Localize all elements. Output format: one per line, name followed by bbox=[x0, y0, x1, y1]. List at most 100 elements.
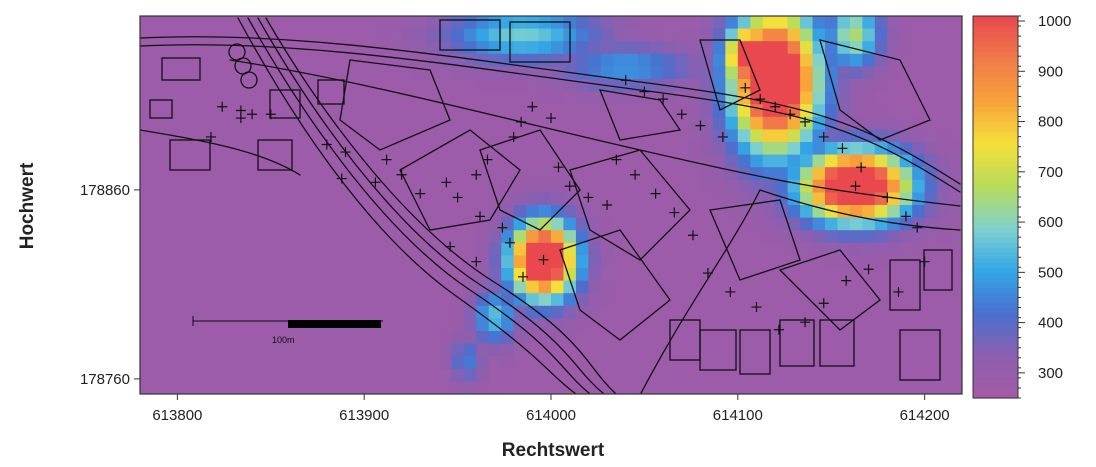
heat-cell bbox=[152, 280, 166, 294]
heat-cell bbox=[389, 91, 403, 105]
heat-cell bbox=[252, 192, 266, 206]
heat-cell bbox=[638, 331, 652, 345]
heat-cell bbox=[600, 66, 614, 80]
heat-cell bbox=[351, 242, 365, 256]
heat-cell bbox=[227, 179, 241, 193]
heat-cell bbox=[849, 66, 863, 80]
heat-cell bbox=[339, 356, 353, 370]
heat-cell bbox=[949, 28, 962, 42]
heat-cell bbox=[488, 154, 502, 168]
heat-cell bbox=[463, 192, 477, 206]
heat-cell bbox=[301, 53, 315, 67]
heat-cell bbox=[787, 305, 801, 319]
heat-cell bbox=[700, 280, 714, 294]
heat-cell bbox=[700, 331, 714, 345]
heat-cell bbox=[389, 318, 403, 332]
colorbar-segment bbox=[973, 36, 1018, 42]
heat-cell bbox=[227, 293, 241, 307]
colorbar-segment bbox=[973, 347, 1018, 354]
heat-cell bbox=[152, 66, 166, 80]
heat-cell bbox=[526, 230, 540, 244]
heat-cell bbox=[862, 255, 876, 269]
heat-cell bbox=[551, 192, 565, 206]
heat-cell bbox=[389, 230, 403, 244]
heat-cell bbox=[314, 154, 328, 168]
heat-cell bbox=[675, 154, 689, 168]
heat-cell bbox=[314, 368, 328, 382]
heat-cell bbox=[663, 28, 677, 42]
heat-cell bbox=[326, 293, 340, 307]
heat-cell bbox=[501, 179, 515, 193]
heat-cell bbox=[501, 356, 515, 370]
heat-cell bbox=[775, 91, 789, 105]
heat-cell bbox=[326, 255, 340, 269]
heat-cell bbox=[949, 230, 962, 244]
heat-cell bbox=[812, 242, 826, 256]
heat-cell bbox=[737, 41, 751, 55]
heat-cell bbox=[874, 217, 888, 231]
heat-cell bbox=[164, 179, 178, 193]
heat-cell bbox=[862, 217, 876, 231]
heat-cell bbox=[737, 28, 751, 42]
heat-cell bbox=[775, 356, 789, 370]
heat-cell bbox=[202, 79, 216, 93]
heat-cell bbox=[289, 192, 303, 206]
heat-cell bbox=[588, 293, 602, 307]
heat-cell bbox=[289, 104, 303, 118]
heat-cell bbox=[712, 331, 726, 345]
heat-cell bbox=[451, 16, 465, 30]
heat-cell bbox=[277, 192, 291, 206]
heat-cell bbox=[588, 305, 602, 319]
heat-cell bbox=[775, 41, 789, 55]
heat-cell bbox=[326, 167, 340, 181]
heat-cell bbox=[625, 293, 639, 307]
heat-cell bbox=[675, 116, 689, 130]
receptor-marker bbox=[553, 162, 564, 173]
receptor-marker bbox=[370, 177, 381, 188]
receptor-marker bbox=[217, 101, 228, 112]
heat-cell bbox=[526, 368, 540, 382]
heat-cell bbox=[949, 268, 962, 282]
heat-cell bbox=[837, 305, 851, 319]
heat-cell bbox=[463, 205, 477, 219]
heat-cell bbox=[438, 381, 452, 394]
heat-cell bbox=[575, 280, 589, 294]
heat-cell bbox=[700, 293, 714, 307]
receptor-markers bbox=[205, 75, 930, 335]
heat-cell bbox=[339, 293, 353, 307]
heat-cell bbox=[326, 280, 340, 294]
heat-cell bbox=[164, 318, 178, 332]
scale-bar: 100m bbox=[192, 316, 383, 345]
heat-cell bbox=[289, 154, 303, 168]
heat-cell bbox=[488, 356, 502, 370]
colorbar-segment bbox=[973, 31, 1018, 37]
colorbar-segment bbox=[973, 96, 1018, 103]
heat-cell bbox=[575, 16, 589, 30]
heat-cell bbox=[750, 242, 764, 256]
heat-cell bbox=[949, 41, 962, 55]
heat-cell bbox=[501, 381, 515, 394]
heat-cell bbox=[949, 331, 962, 345]
heat-cell bbox=[526, 356, 540, 370]
heat-cell bbox=[451, 91, 465, 105]
heat-cell bbox=[227, 331, 241, 345]
colorbar-segment bbox=[973, 56, 1018, 62]
heat-cell bbox=[588, 268, 602, 282]
colorbar-segment bbox=[973, 156, 1018, 163]
heat-cell bbox=[700, 16, 714, 30]
heat-cell bbox=[874, 305, 888, 319]
heat-cell bbox=[600, 179, 614, 193]
heat-cell bbox=[389, 79, 403, 93]
heat-cell bbox=[874, 179, 888, 193]
heat-cell bbox=[426, 230, 440, 244]
heat-cell bbox=[264, 305, 278, 319]
heat-cell bbox=[414, 116, 428, 130]
heat-cell bbox=[575, 331, 589, 345]
heat-cell bbox=[762, 179, 776, 193]
heat-cell bbox=[189, 381, 203, 394]
heat-cell bbox=[924, 255, 938, 269]
heat-cell bbox=[501, 368, 515, 382]
heat-cell bbox=[214, 318, 228, 332]
heat-cell bbox=[874, 28, 888, 42]
heat-cell bbox=[575, 343, 589, 357]
